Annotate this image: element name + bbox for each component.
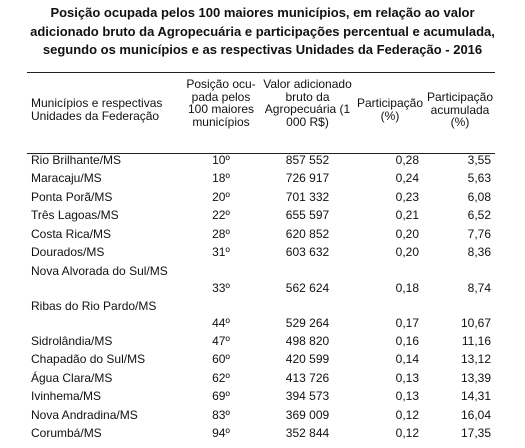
cell-participacao: 0,23 xyxy=(395,189,419,204)
header-bottom-rule xyxy=(27,153,495,154)
cell-posicao: 62º xyxy=(212,370,230,385)
cell-acumulada: 13,39 xyxy=(460,370,491,385)
header-municipio: Municípios e respectivas Unidades da Fed… xyxy=(31,96,163,123)
table-row: Ivinhema/MS 69º 394 573 0,13 14,31 xyxy=(27,388,495,407)
cell-valor: 413 726 xyxy=(285,370,330,385)
table-row: Maracaju/MS 18º 726 917 0,24 5,63 xyxy=(27,170,495,189)
cell-posicao: 20º xyxy=(212,189,230,204)
table-row: Dourados/MS 31º 603 632 0,20 8,36 xyxy=(27,244,495,263)
cell-valor: 369 009 xyxy=(285,407,330,422)
cell-acumulada: 13,12 xyxy=(460,352,491,367)
cell-acumulada: 3,55 xyxy=(467,152,491,167)
cell-participacao: 0,20 xyxy=(395,226,419,241)
header-participacao: Participação (%) xyxy=(356,96,424,123)
cell-posicao: 83º xyxy=(212,407,230,422)
cell-valor: 857 552 xyxy=(285,152,330,167)
cell-municipio: Água Clara/MS xyxy=(31,370,113,385)
title-line-1: Posição ocupada pelos 100 maiores municí… xyxy=(50,5,475,20)
cell-municipio: Nova Alvorada do Sul/MS xyxy=(31,264,168,278)
table-row: Sidrolândia/MS 47º 498 820 0,16 11,16 xyxy=(27,332,495,351)
header-acumulada: Participação acumulada (%) xyxy=(426,90,494,129)
cell-acumulada: 5,63 xyxy=(467,171,491,186)
cell-municipio: Maracaju/MS xyxy=(31,171,102,186)
table-title: Posição ocupada pelos 100 maiores municí… xyxy=(0,4,525,60)
table-row: Nova Andradina/MS 83º 369 009 0,12 16,04 xyxy=(27,406,495,425)
cell-municipio: Rio Brilhante/MS xyxy=(31,152,122,167)
table-row: Nova Alvorada do Sul/MS 33º 562 624 0,18… xyxy=(27,262,495,297)
cell-municipio: Nova Andradina/MS xyxy=(31,407,138,422)
cell-valor: 420 599 xyxy=(285,352,330,367)
cell-participacao: 0,18 xyxy=(395,281,419,295)
cell-valor: 701 332 xyxy=(285,189,330,204)
table-row: Ponta Porã/MS 20º 701 332 0,23 6,08 xyxy=(27,188,495,207)
cell-valor: 498 820 xyxy=(285,333,330,348)
cell-posicao: 94º xyxy=(212,426,230,441)
table-row: Ribas do Rio Pardo/MS 44º 529 264 0,17 1… xyxy=(27,297,495,332)
table-row: Chapadão do Sul/MS 60º 420 599 0,14 13,1… xyxy=(27,351,495,370)
cell-municipio: Dourados/MS xyxy=(31,245,105,260)
table-row: Rio Brilhante/MS 10º 857 552 0,28 3,55 xyxy=(27,151,495,170)
cell-acumulada: 7,76 xyxy=(467,226,491,241)
cell-valor: 529 264 xyxy=(285,316,330,330)
cell-valor: 655 597 xyxy=(285,208,330,223)
cell-acumulada: 11,16 xyxy=(461,333,491,348)
cell-municipio: Sidrolândia/MS xyxy=(31,333,113,348)
title-line-3: segundo os municípios e as respectivas U… xyxy=(42,42,483,57)
cell-municipio: Ponta Porã/MS xyxy=(31,189,113,204)
cell-participacao: 0,12 xyxy=(395,426,419,441)
table-header: Municípios e respectivas Unidades da Fed… xyxy=(27,75,495,151)
cell-valor: 394 573 xyxy=(285,389,330,404)
cell-municipio: Ribas do Rio Pardo/MS xyxy=(31,299,157,313)
cell-acumulada: 8,36 xyxy=(467,245,491,260)
cell-valor: 603 632 xyxy=(285,245,330,260)
cell-posicao: 47º xyxy=(212,333,230,348)
cell-posicao: 69º xyxy=(212,389,230,404)
municipalities-table: Municípios e respectivas Unidades da Fed… xyxy=(27,75,495,443)
cell-participacao: 0,16 xyxy=(395,333,419,348)
table-row: Costa Rica/MS 28º 620 852 0,20 7,76 xyxy=(27,225,495,244)
cell-participacao: 0,21 xyxy=(395,208,419,223)
cell-valor: 562 624 xyxy=(285,281,330,295)
cell-acumulada: 17,35 xyxy=(460,426,491,441)
cell-acumulada: 16,04 xyxy=(460,407,491,422)
cell-posicao: 10º xyxy=(212,152,230,167)
cell-participacao: 0,20 xyxy=(395,245,419,260)
cell-posicao: 22º xyxy=(212,208,230,223)
cell-valor: 620 852 xyxy=(285,226,330,241)
cell-participacao: 0,28 xyxy=(395,152,419,167)
cell-municipio: Três Lagoas/MS xyxy=(31,208,119,223)
cell-participacao: 0,13 xyxy=(395,370,419,385)
cell-acumulada: 14,31 xyxy=(460,389,491,404)
cell-posicao: 18º xyxy=(212,171,230,186)
header-posicao: Posição ocu- pada pelos 100 maiores muni… xyxy=(186,77,256,129)
table-row: Corumbá/MS 94º 352 844 0,12 17,35 xyxy=(27,425,495,444)
cell-posicao: 31º xyxy=(212,245,230,260)
cell-valor: 352 844 xyxy=(285,426,330,441)
cell-acumulada: 6,08 xyxy=(467,189,491,204)
table-body: Rio Brilhante/MS 10º 857 552 0,28 3,55 M… xyxy=(27,151,495,443)
cell-posicao: 60º xyxy=(212,352,230,367)
cell-valor: 726 917 xyxy=(285,171,330,186)
cell-acumulada: 10,67 xyxy=(460,316,491,330)
cell-participacao: 0,24 xyxy=(395,171,419,186)
table-row: Água Clara/MS 62º 413 726 0,13 13,39 xyxy=(27,369,495,388)
cell-municipio: Chapadão do Sul/MS xyxy=(31,352,146,367)
cell-participacao: 0,12 xyxy=(395,407,419,422)
cell-acumulada: 6,52 xyxy=(467,208,491,223)
cell-municipio: Ivinhema/MS xyxy=(31,389,102,404)
cell-participacao: 0,17 xyxy=(395,316,419,330)
cell-municipio: Costa Rica/MS xyxy=(31,226,112,241)
cell-posicao: 44º xyxy=(212,316,230,330)
table-row: Três Lagoas/MS 22º 655 597 0,21 6,52 xyxy=(27,207,495,226)
header-valor: Valor adicionado bruto da Agropecuária (… xyxy=(263,77,352,129)
cell-participacao: 0,13 xyxy=(395,389,419,404)
cell-participacao: 0,14 xyxy=(395,352,419,367)
cell-posicao: 28º xyxy=(212,226,230,241)
header-top-rule xyxy=(27,72,495,73)
cell-acumulada: 8,74 xyxy=(467,281,491,295)
title-line-2: adicionado bruto da Agropecuária e parti… xyxy=(30,23,495,39)
cell-posicao: 33º xyxy=(212,281,230,295)
cell-municipio: Corumbá/MS xyxy=(31,426,102,441)
